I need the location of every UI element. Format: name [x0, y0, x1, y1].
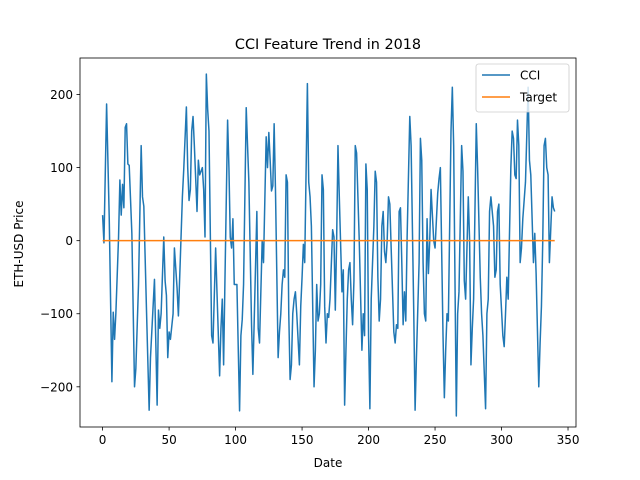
series-line-cci: [101, 73, 556, 417]
legend-label-cci: CCI: [520, 69, 540, 83]
x-tick-label: 0: [99, 433, 107, 447]
x-tick-label: 100: [224, 433, 247, 447]
y-tick-label: −100: [40, 307, 73, 321]
x-tick-label: 350: [557, 433, 580, 447]
plot-frame: [79, 57, 577, 428]
x-tick-label: 50: [161, 433, 176, 447]
legend-box: [475, 63, 570, 113]
x-axis-label: Date: [314, 456, 343, 470]
y-axis-label: ETH-USD Price: [12, 201, 26, 288]
x-tick-label: 300: [490, 433, 513, 447]
x-tick-label: 150: [291, 433, 314, 447]
y-tick-label: 200: [50, 88, 73, 102]
y-tick-label: 100: [50, 161, 73, 175]
y-tick-label: 0: [65, 234, 73, 248]
legend-label-target: Target: [519, 91, 557, 105]
chart-title: CCI Feature Trend in 2018: [235, 37, 421, 53]
legend: CCI Target: [475, 63, 570, 113]
plot-area: 0 50 100 150 200 250 300 350 −200 −100 0 100 200: [40, 57, 580, 447]
x-tick-label: 250: [424, 433, 447, 447]
y-tick-label: −200: [40, 380, 73, 394]
x-tick-label: 200: [357, 433, 380, 447]
